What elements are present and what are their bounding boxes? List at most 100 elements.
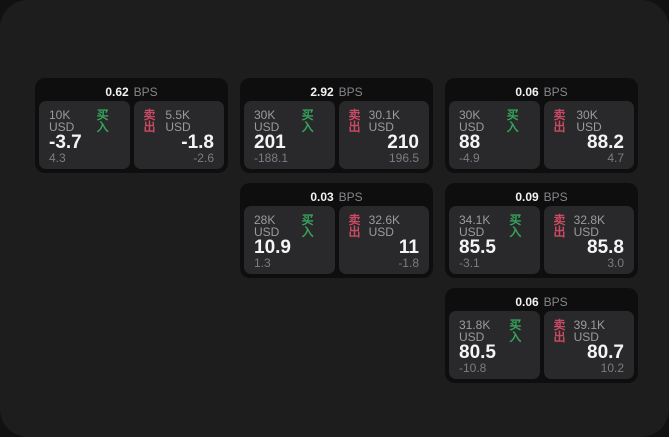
- buy-tile-header: 31.8K USD 买入: [459, 319, 530, 343]
- sell-tile[interactable]: 卖出 32.6K USD 11 -1.8: [338, 206, 429, 274]
- bps-unit-label: BPS: [543, 294, 568, 309]
- buy-change-value: -10.8: [459, 361, 487, 375]
- sell-size-label: 5.5K USD: [165, 108, 191, 134]
- bps-value: 0.06: [515, 84, 539, 99]
- bps-value: 2.92: [310, 84, 334, 99]
- sell-price-value: 80.7: [587, 342, 624, 363]
- buy-size-label: 28K USD: [254, 213, 280, 239]
- buy-size-label: 30K USD: [459, 108, 485, 134]
- sell-tile[interactable]: 卖出 30.1K USD 210 196.5: [338, 101, 429, 169]
- sell-side-label: 卖出: [553, 213, 566, 239]
- card-body: 31.8K USD 买入 80.5 -10.8 卖出 39.1K USD 80.…: [449, 311, 634, 379]
- sell-size-label: 39.1K USD: [573, 318, 605, 344]
- bps-value: 0.09: [515, 189, 539, 204]
- sell-side-label: 卖出: [143, 108, 156, 134]
- card-body: 10K USD 买入 -3.7 4.3 卖出 5.5K USD -1.8 -2.…: [39, 101, 224, 169]
- sell-change-value: -2.6: [193, 151, 214, 165]
- sell-size-label: 30K USD: [576, 108, 602, 134]
- buy-side-label: 买入: [509, 318, 522, 344]
- buy-change-value: -4.9: [459, 151, 480, 165]
- sell-tile-header: 卖出 39.1K USD: [554, 319, 625, 343]
- sell-tile-header: 卖出 30.1K USD: [349, 109, 420, 133]
- card-body: 28K USD 买入 10.9 1.3 卖出 32.6K USD 11 -1.8: [244, 206, 429, 274]
- buy-price-value: 80.5: [459, 342, 496, 363]
- card-header: 0.06 BPS: [449, 82, 634, 101]
- sell-change-value: 4.7: [607, 151, 624, 165]
- buy-change-value: -188.1: [254, 151, 289, 165]
- buy-tile[interactable]: 10K USD 买入 -3.7 4.3: [39, 101, 130, 169]
- sell-size-label: 30.1K USD: [368, 108, 400, 134]
- sell-tile-header: 卖出 30K USD: [554, 109, 625, 133]
- card-body: 30K USD 买入 201 -188.1 卖出 30.1K USD 210 1…: [244, 101, 429, 169]
- sell-side-label: 卖出: [348, 108, 361, 134]
- sell-change-value: 196.5: [388, 151, 419, 165]
- quote-card: 2.92 BPS 30K USD 买入 201 -188.1 卖出 30.1K …: [240, 78, 433, 173]
- buy-change-value: 4.3: [49, 151, 66, 165]
- buy-price-value: -3.7: [49, 132, 82, 153]
- quote-card: 0.62 BPS 10K USD 买入 -3.7 4.3 卖出 5.5K USD…: [35, 78, 228, 173]
- buy-price-value: 88: [459, 132, 481, 153]
- bps-unit-label: BPS: [338, 84, 363, 99]
- sell-side-label: 卖出: [348, 213, 361, 239]
- bps-unit-label: BPS: [133, 84, 158, 99]
- buy-side-label: 买入: [509, 213, 522, 239]
- buy-side-label: 买入: [506, 108, 519, 134]
- card-body: 30K USD 买入 88 -4.9 卖出 30K USD 88.2 4.7: [449, 101, 634, 169]
- cards-grid: 0.62 BPS 10K USD 买入 -3.7 4.3 卖出 5.5K USD…: [35, 78, 638, 383]
- sell-price-value: 11: [398, 237, 419, 258]
- buy-side-label: 买入: [301, 108, 314, 134]
- card-header: 0.03 BPS: [244, 187, 429, 206]
- sell-price-value: -1.8: [181, 132, 214, 153]
- sell-price-value: 210: [387, 132, 419, 153]
- buy-price-value: 10.9: [254, 237, 291, 258]
- card-header: 0.62 BPS: [39, 82, 224, 101]
- sell-tile[interactable]: 卖出 39.1K USD 80.7 10.2: [543, 311, 634, 379]
- sell-price-value: 88.2: [587, 132, 624, 153]
- buy-price-value: 201: [254, 132, 286, 153]
- sell-tile[interactable]: 卖出 32.8K USD 85.8 3.0: [543, 206, 634, 274]
- bps-value: 0.62: [105, 84, 129, 99]
- buy-tile-header: 28K USD 买入: [254, 214, 325, 238]
- sell-tile[interactable]: 卖出 5.5K USD -1.8 -2.6: [133, 101, 224, 169]
- buy-size-label: 34.1K USD: [459, 213, 491, 239]
- buy-tile[interactable]: 31.8K USD 买入 80.5 -10.8: [449, 311, 540, 379]
- sell-tile-header: 卖出 32.6K USD: [349, 214, 420, 238]
- sell-size-label: 32.6K USD: [368, 213, 400, 239]
- buy-tile[interactable]: 30K USD 买入 201 -188.1: [244, 101, 335, 169]
- buy-price-value: 85.5: [459, 237, 496, 258]
- buy-tile-header: 30K USD 买入: [459, 109, 530, 133]
- card-body: 34.1K USD 买入 85.5 -3.1 卖出 32.8K USD 85.8…: [449, 206, 634, 274]
- buy-tile-header: 30K USD 买入: [254, 109, 325, 133]
- sell-change-value: 3.0: [607, 256, 624, 270]
- sell-tile-header: 卖出 5.5K USD: [144, 109, 215, 133]
- sell-change-value: 10.2: [600, 361, 624, 375]
- buy-size-label: 31.8K USD: [459, 318, 491, 344]
- card-header: 0.09 BPS: [449, 187, 634, 206]
- buy-side-label: 买入: [96, 108, 109, 134]
- sell-change-value: -1.8: [398, 256, 419, 270]
- buy-side-label: 买入: [301, 213, 314, 239]
- card-header: 0.06 BPS: [449, 292, 634, 311]
- sell-side-label: 卖出: [553, 318, 566, 344]
- bps-unit-label: BPS: [338, 189, 363, 204]
- sell-price-value: 85.8: [587, 237, 624, 258]
- bps-value: 0.06: [515, 294, 539, 309]
- buy-tile[interactable]: 34.1K USD 买入 85.5 -3.1: [449, 206, 540, 274]
- buy-tile[interactable]: 28K USD 买入 10.9 1.3: [244, 206, 335, 274]
- bps-unit-label: BPS: [543, 189, 568, 204]
- buy-tile[interactable]: 30K USD 买入 88 -4.9: [449, 101, 540, 169]
- buy-change-value: -3.1: [459, 256, 480, 270]
- sell-side-label: 卖出: [553, 108, 566, 134]
- sell-tile[interactable]: 卖出 30K USD 88.2 4.7: [543, 101, 634, 169]
- sell-tile-header: 卖出 32.8K USD: [554, 214, 625, 238]
- buy-tile-header: 10K USD 买入: [49, 109, 120, 133]
- bps-value: 0.03: [310, 189, 334, 204]
- buy-change-value: 1.3: [254, 256, 271, 270]
- buy-size-label: 30K USD: [254, 108, 280, 134]
- buy-size-label: 10K USD: [49, 108, 75, 134]
- quote-card: 0.06 BPS 30K USD 买入 88 -4.9 卖出 30K USD 8…: [445, 78, 638, 173]
- quote-card: 0.03 BPS 28K USD 买入 10.9 1.3 卖出 32.6K US…: [240, 183, 433, 278]
- buy-tile-header: 34.1K USD 买入: [459, 214, 530, 238]
- quote-card: 0.06 BPS 31.8K USD 买入 80.5 -10.8 卖出 39.1…: [445, 288, 638, 383]
- card-header: 2.92 BPS: [244, 82, 429, 101]
